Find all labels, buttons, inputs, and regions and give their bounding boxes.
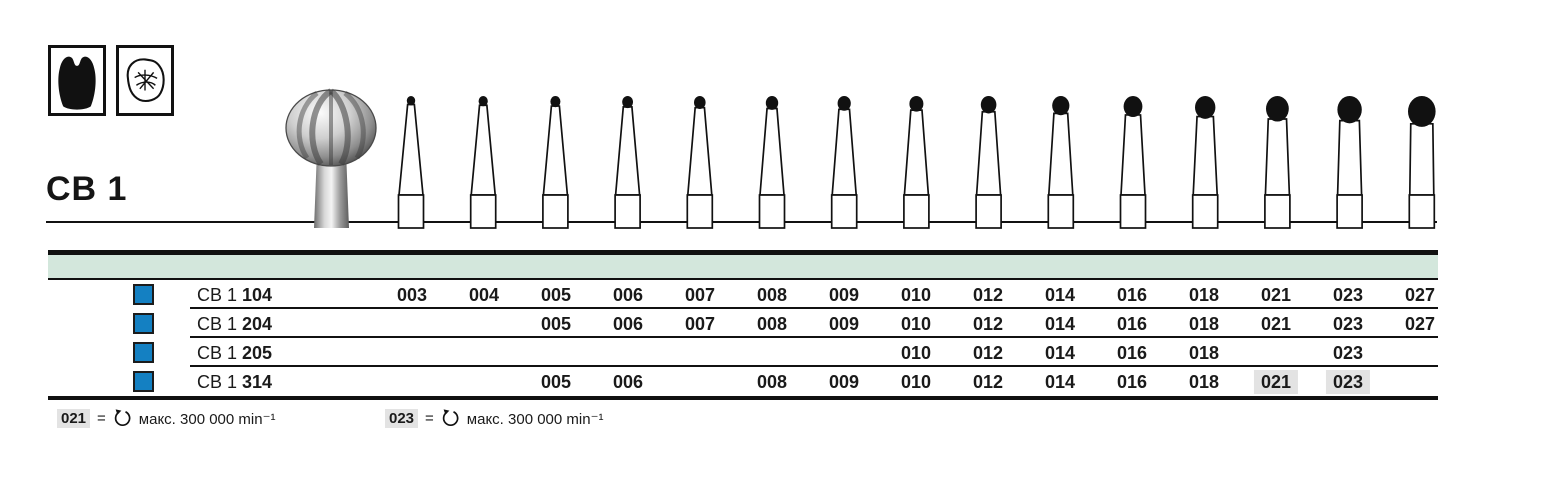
size-cell: 003 <box>396 285 428 305</box>
size-cell: 021 <box>1260 285 1292 305</box>
size-cell: 012 <box>972 372 1004 392</box>
size-cell: 010 <box>900 372 932 392</box>
size-cell: 010 <box>900 285 932 305</box>
size-cell: 014 <box>1044 285 1076 305</box>
bur-size-004 <box>469 96 497 229</box>
size-cell: 012 <box>972 285 1004 305</box>
size-cell: 007 <box>684 314 716 334</box>
product-code: CB 1 204 <box>197 314 273 334</box>
bur-size-005 <box>542 96 569 229</box>
size-cell: 014 <box>1044 343 1076 363</box>
size-cell: 006 <box>612 372 644 392</box>
size-cell: 012 <box>972 343 1004 363</box>
size-cell: 006 <box>612 314 644 334</box>
bur-size-018 <box>1191 96 1219 229</box>
size-cell: 021 <box>1260 314 1292 334</box>
equals-sign: = <box>97 410 106 427</box>
footnotes: 021 = макс. 300 000 min⁻¹ 023 = макс. 300 000… <box>0 409 1567 439</box>
speed-limit-footnote: 021 = макс. 300 000 min⁻¹ <box>57 409 276 428</box>
size-cell: 023 <box>1332 285 1364 305</box>
size-cell: 014 <box>1044 372 1076 392</box>
size-cell: 008 <box>756 314 788 334</box>
size-cell: 012 <box>972 314 1004 334</box>
size-cell: 018 <box>1188 285 1220 305</box>
size-cell: 006 <box>612 285 644 305</box>
row-divider <box>190 365 1438 367</box>
indication-box-occlusal <box>116 45 174 116</box>
size-cell: 005 <box>540 314 572 334</box>
rotation-speed-icon <box>113 409 132 428</box>
indication-box-anterior <box>48 45 106 116</box>
series-color-chip <box>133 313 154 334</box>
size-cell: 018 <box>1188 343 1220 363</box>
size-cell: 009 <box>828 314 860 334</box>
bur-size-illustrations <box>46 88 1437 229</box>
size-cell: 023 <box>1332 343 1364 363</box>
bur-size-027 <box>1408 96 1436 229</box>
bur-size-016 <box>1119 96 1147 229</box>
photo-bur <box>285 88 377 228</box>
size-cell: 027 <box>1404 285 1436 305</box>
size-cell: 007 <box>684 285 716 305</box>
bur-size-008 <box>758 96 786 229</box>
table-row: CB 1 204 005 006 007 008 009 010 012 014 016 018 02… <box>48 309 1438 338</box>
size-cell: 010 <box>900 343 932 363</box>
speed-limit-footnote: 023 = макс. 300 000 min⁻¹ <box>385 409 604 428</box>
product-code: CB 1 205 <box>197 343 273 363</box>
speed-limit-text: макс. 300 000 min⁻¹ <box>466 410 604 428</box>
equals-sign: = <box>425 410 434 427</box>
table-row: CB 1 104 003 004 005 006 007 008 009 010 012 014 01… <box>48 280 1438 309</box>
product-code: CB 1 104 <box>197 285 273 305</box>
size-cell: 018 <box>1188 314 1220 334</box>
bur-size-003 <box>397 96 425 229</box>
size-cell: 021 <box>1253 370 1299 394</box>
bur-size-009 <box>830 96 858 229</box>
size-cell: 027 <box>1404 314 1436 334</box>
bur-size-023 <box>1336 96 1363 229</box>
series-color-chip <box>133 342 154 363</box>
size-table: CB 1 104 003 004 005 006 007 008 009 010 012 014 01… <box>48 250 1438 400</box>
bur-size-007 <box>686 96 714 229</box>
bur-size-014 <box>1047 96 1075 229</box>
bur-size-010 <box>903 96 930 229</box>
product-code: CB 1 314 <box>197 372 273 392</box>
size-cell: 005 <box>540 372 572 392</box>
tooth-occlusal-view-icon <box>126 57 165 102</box>
table-top-rule <box>48 250 1438 255</box>
size-cell: 023 <box>1332 314 1364 334</box>
size-cell: 016 <box>1116 285 1148 305</box>
size-cell: 016 <box>1116 372 1148 392</box>
size-cell: 016 <box>1116 314 1148 334</box>
size-cell: 008 <box>756 372 788 392</box>
size-cell: 008 <box>756 285 788 305</box>
size-badge: 023 <box>385 409 419 428</box>
size-cell: 016 <box>1116 343 1148 363</box>
table-row: CB 1 205 010 012 014 016 018 023 <box>48 338 1438 367</box>
series-color-chip <box>133 371 154 392</box>
series-color-chip <box>133 284 154 305</box>
bur-size-012 <box>975 96 1002 229</box>
size-cell: 009 <box>828 372 860 392</box>
row-divider <box>190 336 1438 338</box>
tooth-crown-silhouette-icon <box>58 56 96 110</box>
bur-size-021 <box>1264 96 1291 229</box>
size-cell: 010 <box>900 314 932 334</box>
table-header-band <box>48 255 1438 280</box>
size-cell: 005 <box>540 285 572 305</box>
row-divider <box>190 307 1438 309</box>
size-cell: 004 <box>468 285 500 305</box>
page-title: CB 1 <box>46 170 128 208</box>
rotation-speed-icon <box>441 409 460 428</box>
speed-limit-text: макс. 300 000 min⁻¹ <box>138 410 276 428</box>
table-row: CB 1 314 005 006 008 009 010 012 014 016 018 021 02… <box>48 367 1438 396</box>
size-cell: 018 <box>1188 372 1220 392</box>
size-cell: 023 <box>1325 370 1371 394</box>
size-badge: 021 <box>57 409 91 428</box>
size-cell: 014 <box>1044 314 1076 334</box>
table-bottom-rule <box>48 396 1438 400</box>
bur-size-006 <box>614 96 641 229</box>
size-cell: 009 <box>828 285 860 305</box>
